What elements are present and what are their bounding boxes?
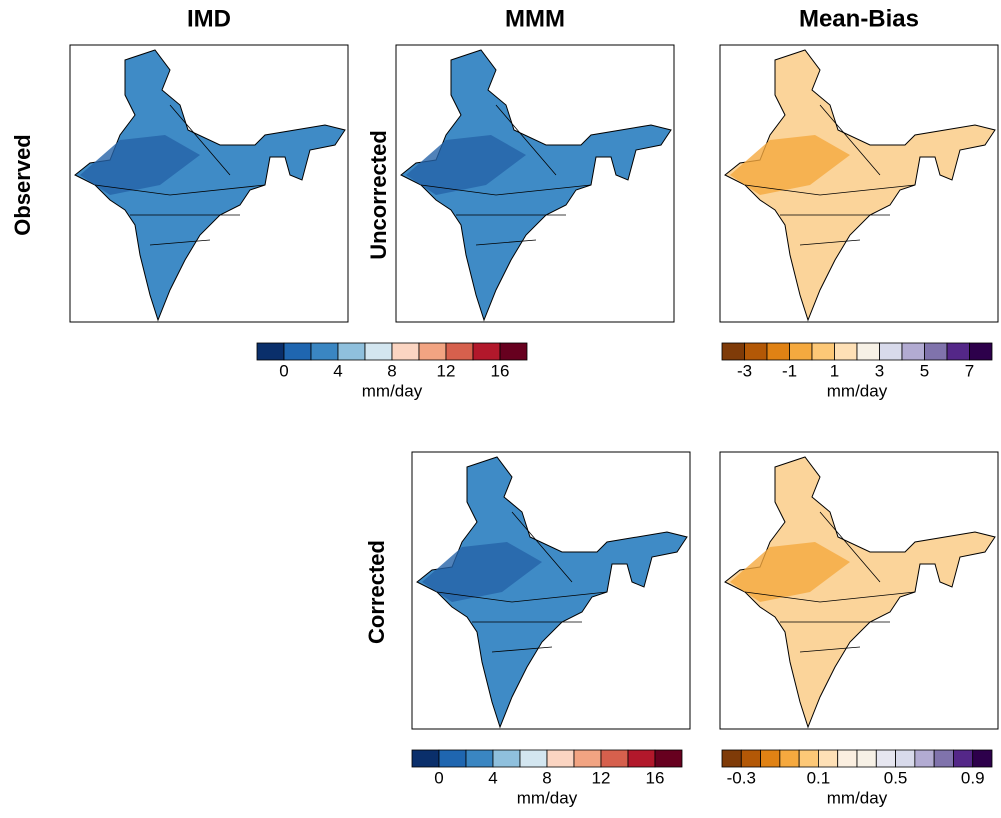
colorbar-box bbox=[466, 750, 493, 767]
colorbar-box bbox=[439, 750, 466, 767]
colorbar-box bbox=[500, 343, 527, 360]
colorbar-box bbox=[947, 343, 970, 360]
colorbar-box bbox=[473, 343, 500, 360]
colorbar-box bbox=[722, 750, 741, 767]
colorbar-box bbox=[953, 750, 972, 767]
colorbar-box bbox=[896, 750, 915, 767]
colorbar-box bbox=[761, 750, 780, 767]
colorbar-tick-label: 8 bbox=[542, 768, 551, 787]
colorbar-tick-label: 4 bbox=[333, 361, 342, 380]
colorbar-unit: mm/day bbox=[362, 381, 423, 400]
colorbar-box bbox=[493, 750, 520, 767]
colorbar-box bbox=[446, 343, 473, 360]
colorbar-tick-label: 8 bbox=[387, 361, 396, 380]
colorbar-box bbox=[520, 750, 547, 767]
column-title: MMM bbox=[505, 5, 565, 32]
colorbar-box bbox=[767, 343, 790, 360]
colorbar-box bbox=[973, 750, 992, 767]
colorbar-box bbox=[338, 343, 365, 360]
colorbar-box bbox=[257, 343, 284, 360]
colorbar-box bbox=[902, 343, 925, 360]
colorbar-box bbox=[876, 750, 895, 767]
colorbar-box bbox=[799, 750, 818, 767]
column-title: Mean-Bias bbox=[799, 5, 919, 32]
colorbar-box bbox=[547, 750, 574, 767]
colorbar-box bbox=[970, 343, 993, 360]
colorbar-box bbox=[812, 343, 835, 360]
colorbar-box bbox=[628, 750, 655, 767]
colorbar-tick-label: -1 bbox=[782, 361, 797, 380]
colorbar-box bbox=[745, 343, 768, 360]
colorbar-tick-label: 0.5 bbox=[884, 768, 908, 787]
colorbar-box bbox=[311, 343, 338, 360]
colorbar-box bbox=[857, 750, 876, 767]
colorbar-tick-label: 12 bbox=[437, 361, 456, 380]
colorbar-tick-label: 4 bbox=[488, 768, 497, 787]
colorbar-box bbox=[655, 750, 682, 767]
colorbar-box bbox=[412, 750, 439, 767]
colorbar-box bbox=[790, 343, 813, 360]
colorbar-box bbox=[835, 343, 858, 360]
row-label: Corrected bbox=[364, 540, 389, 644]
colorbar-tick-label: 0 bbox=[434, 768, 443, 787]
colorbar-tick-label: 16 bbox=[491, 361, 510, 380]
colorbar-box bbox=[722, 343, 745, 360]
row-label: Observed bbox=[10, 134, 35, 236]
colorbar-box bbox=[934, 750, 953, 767]
colorbar-tick-label: 0.9 bbox=[961, 768, 985, 787]
colorbar-box bbox=[925, 343, 948, 360]
colorbar-box bbox=[780, 750, 799, 767]
colorbar-unit: mm/day bbox=[517, 788, 578, 807]
colorbar-tick-label: 16 bbox=[646, 768, 665, 787]
colorbar-tick-label: -3 bbox=[737, 361, 752, 380]
colorbar-unit: mm/day bbox=[827, 788, 888, 807]
colorbar-tick-label: -0.3 bbox=[727, 768, 756, 787]
colorbar-tick-label: 7 bbox=[965, 361, 974, 380]
colorbar-tick-label: 12 bbox=[592, 768, 611, 787]
colorbar-box bbox=[392, 343, 419, 360]
column-title: IMD bbox=[187, 5, 231, 32]
colorbar-box bbox=[857, 343, 880, 360]
colorbar-tick-label: 0.1 bbox=[807, 768, 831, 787]
colorbar-tick-label: 3 bbox=[875, 361, 884, 380]
figure: IMD MMM Mean-Bias Observed Uncorrected C… bbox=[0, 0, 1001, 813]
colorbar-box bbox=[419, 343, 446, 360]
colorbar-box bbox=[574, 750, 601, 767]
colorbar-box bbox=[284, 343, 311, 360]
colorbar-tick-label: 0 bbox=[279, 361, 288, 380]
row-label: Uncorrected bbox=[366, 130, 391, 260]
colorbar-box bbox=[741, 750, 760, 767]
colorbar-unit: mm/day bbox=[827, 381, 888, 400]
colorbar-box bbox=[365, 343, 392, 360]
colorbar-box bbox=[838, 750, 857, 767]
colorbar-tick-label: 5 bbox=[920, 361, 929, 380]
colorbar-box bbox=[601, 750, 628, 767]
colorbar-tick-label: 1 bbox=[830, 361, 839, 380]
colorbar-box bbox=[818, 750, 837, 767]
colorbar-box bbox=[880, 343, 903, 360]
colorbar-box bbox=[915, 750, 934, 767]
